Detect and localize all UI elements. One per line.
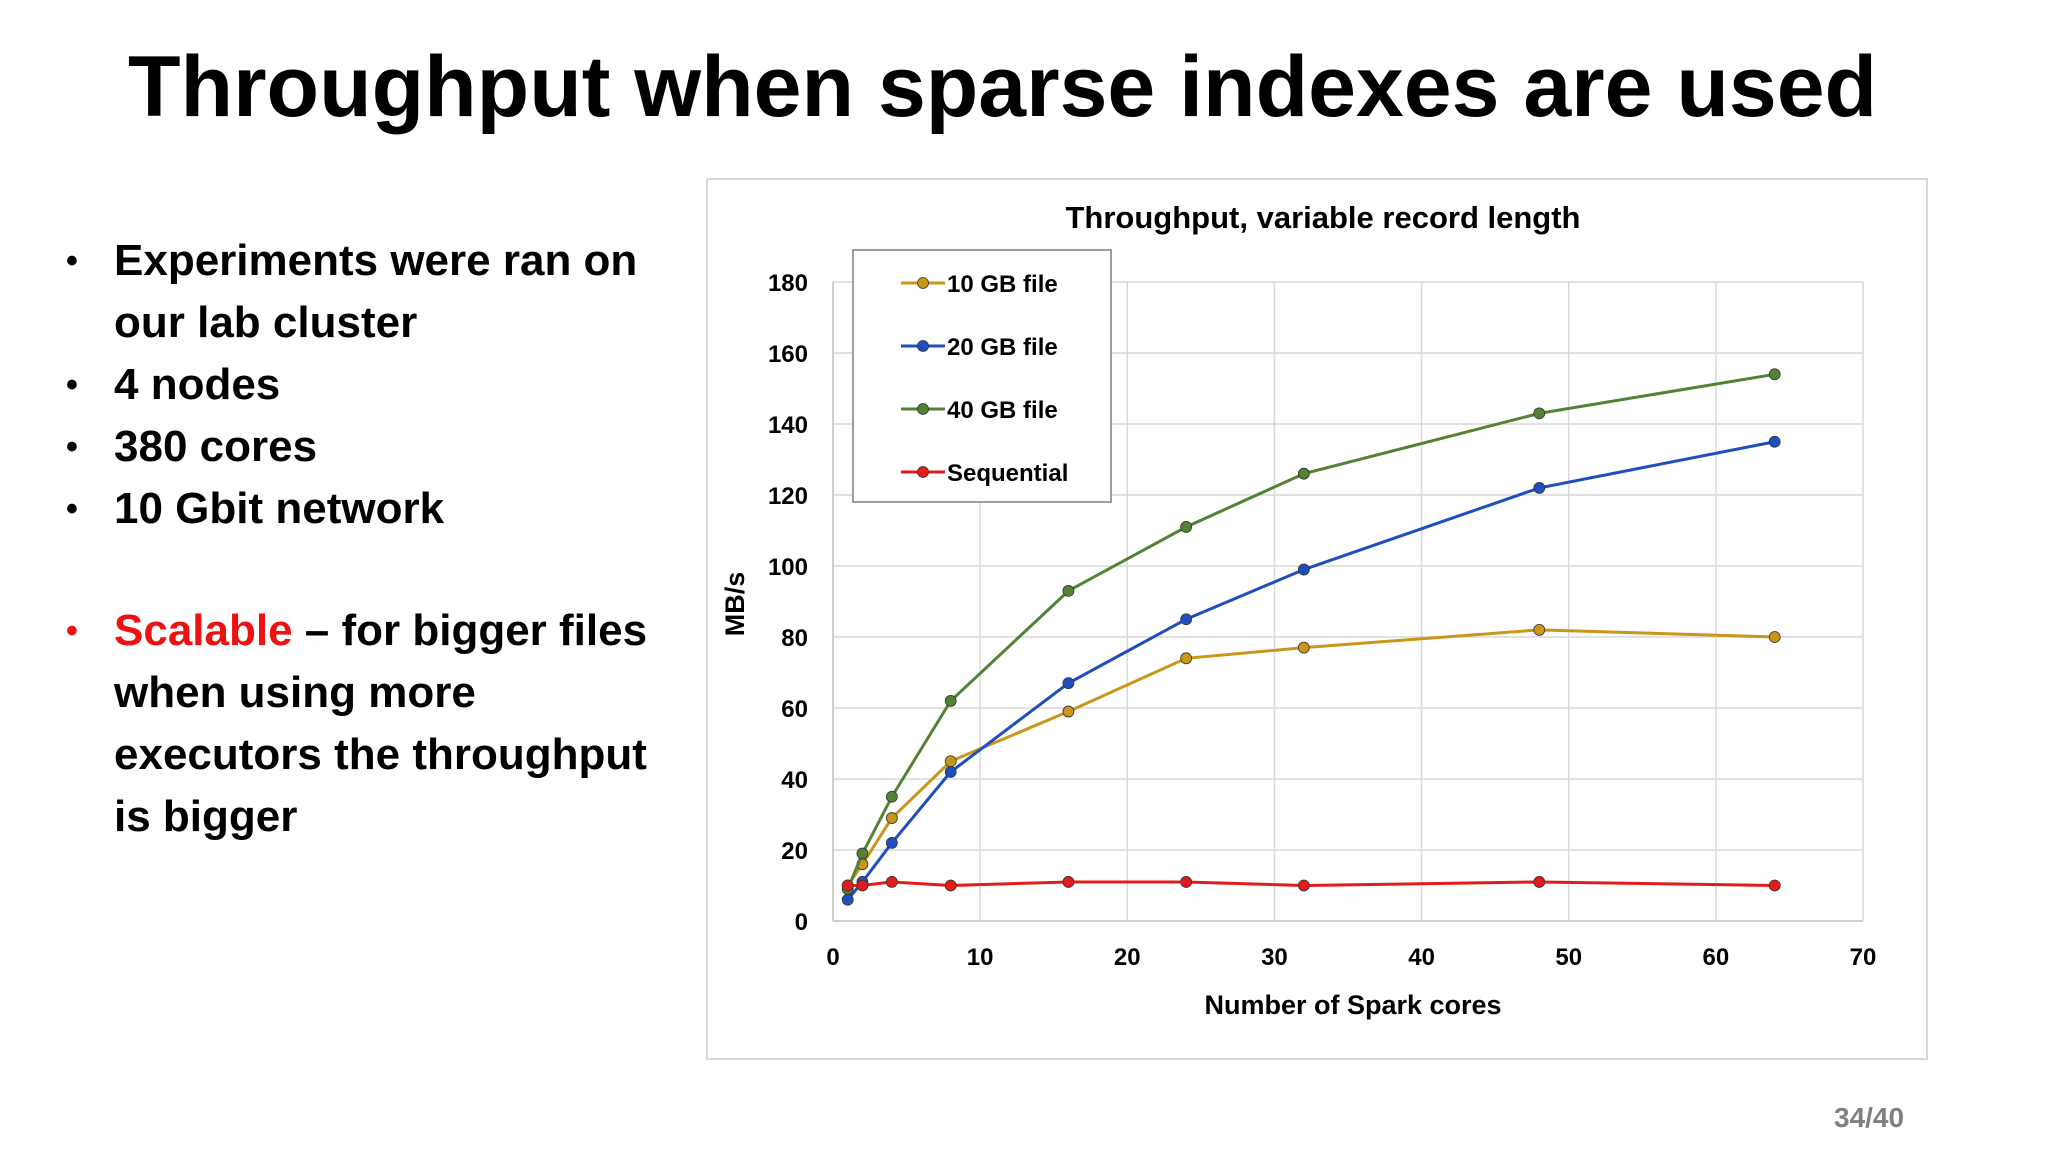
data-point <box>944 766 957 778</box>
data-point <box>885 837 898 849</box>
data-point <box>944 755 957 768</box>
series-line <box>846 440 1776 901</box>
legend-marker <box>917 340 929 352</box>
bullet-dot-icon: • <box>66 242 78 280</box>
y-tick-label: 100 <box>768 554 808 581</box>
x-tick-label: 40 <box>1408 944 1435 971</box>
data-point <box>1062 876 1075 888</box>
data-point <box>1297 879 1310 892</box>
series-sequential <box>841 876 1781 892</box>
y-tick-label: 60 <box>781 696 808 723</box>
x-axis-label: Number of Spark cores <box>1204 990 1501 1020</box>
legend-box <box>852 249 1112 503</box>
data-point <box>1062 584 1075 597</box>
data-point <box>856 847 869 860</box>
data-point <box>841 893 854 906</box>
legend-marker <box>917 277 929 289</box>
bullet-text: 4 nodes <box>114 360 281 409</box>
legend-entry: 10 GB file <box>901 271 1058 298</box>
chart-legend: 10 GB file 20 GB file 40 GB file Sequential <box>852 249 1112 503</box>
bullet-dot-icon: • <box>66 612 78 650</box>
bullet-item: • Experiments were ran on our lab cluster <box>60 230 660 354</box>
data-point <box>1768 631 1781 643</box>
x-tick-label: 70 <box>1850 944 1877 971</box>
x-tick-label: 0 <box>826 944 839 971</box>
throughput-chart: Throughput, variable record length Numbe… <box>720 200 1876 1020</box>
chart-frame: Throughput, variable record length Numbe… <box>706 178 1928 1060</box>
legend-marker <box>917 466 929 478</box>
data-point <box>1533 481 1546 494</box>
scalable-highlight: Scalable <box>114 606 293 655</box>
y-tick-label: 0 <box>795 909 808 936</box>
chart-series <box>841 368 1781 906</box>
legend-entry: Sequential <box>901 460 1068 487</box>
data-point <box>1180 521 1193 533</box>
legend-label: 20 GB file <box>947 334 1058 361</box>
data-point <box>1297 563 1310 576</box>
x-tick-label: 10 <box>967 944 994 971</box>
slide-title: Throughput when sparse indexes are used <box>128 39 1878 135</box>
series-line <box>847 880 1775 888</box>
data-point <box>944 695 957 707</box>
legend-marker <box>917 403 929 415</box>
bullet-dot-icon: • <box>66 366 78 404</box>
bullet-dot-icon: • <box>66 490 78 528</box>
y-tick-label: 140 <box>768 412 808 439</box>
data-point <box>1533 623 1546 636</box>
bullet-item: • 4 nodes <box>60 354 660 416</box>
series-10-gb-file <box>841 623 1781 892</box>
chart-title: Throughput, variable record length <box>1066 200 1581 235</box>
page-number: 34/40 <box>1834 1102 1905 1133</box>
data-point <box>1533 407 1546 420</box>
bullet-text: 10 Gbit network <box>114 484 445 533</box>
y-tick-label: 120 <box>768 483 808 510</box>
data-point <box>1180 876 1193 888</box>
data-point <box>1297 641 1310 654</box>
bullet-item-scalable: • Scalable – for bigger files when using … <box>60 600 660 848</box>
bullet-item: • 10 Gbit network <box>60 478 660 540</box>
x-tick-label: 60 <box>1703 944 1730 971</box>
series-20-gb-file <box>841 435 1781 906</box>
scalable-text: – for bigger files when using more execu… <box>114 606 648 841</box>
y-tick-label: 180 <box>768 270 808 297</box>
legend-label: 40 GB file <box>947 397 1058 424</box>
data-point <box>1062 677 1075 690</box>
data-point <box>1533 876 1546 888</box>
chart-grid <box>832 281 1864 922</box>
legend-entry: 40 GB file <box>901 397 1058 424</box>
data-point <box>841 879 854 892</box>
y-tick-label: 40 <box>781 767 808 794</box>
data-point <box>856 879 869 892</box>
bullet-list: • Experiments were ran on our lab cluster… <box>60 230 660 848</box>
x-tick-label: 20 <box>1114 944 1141 971</box>
bullet-item: • 380 cores <box>60 416 660 478</box>
data-point <box>1768 368 1781 381</box>
data-point <box>885 812 898 824</box>
bullet-text: Experiments were ran on our lab cluster <box>114 236 638 347</box>
data-point <box>1768 435 1781 448</box>
legend-label: 10 GB file <box>947 271 1058 298</box>
y-tick-label: 160 <box>768 341 808 368</box>
y-tick-label: 80 <box>781 625 808 652</box>
data-point <box>885 790 898 803</box>
data-point <box>1297 467 1310 480</box>
data-point <box>1180 613 1193 626</box>
x-tick-label: 30 <box>1261 944 1288 971</box>
bullet-text: 380 cores <box>114 422 318 471</box>
data-point <box>944 879 957 892</box>
data-point <box>885 876 898 888</box>
y-tick-label: 20 <box>781 838 808 865</box>
legend-entry: 20 GB file <box>901 334 1058 361</box>
chart-ticks: 0 20 40 60 80 100 120 140 160 180 0 10 20 30 40 50 60 70 <box>768 270 1876 971</box>
data-point <box>1768 879 1781 892</box>
legend-label: Sequential <box>947 460 1068 487</box>
bullet-dot-icon: • <box>66 428 78 466</box>
data-point <box>1180 652 1193 665</box>
x-tick-label: 50 <box>1555 944 1582 971</box>
y-axis-label: MB/s <box>720 572 750 637</box>
data-point <box>1062 705 1075 718</box>
